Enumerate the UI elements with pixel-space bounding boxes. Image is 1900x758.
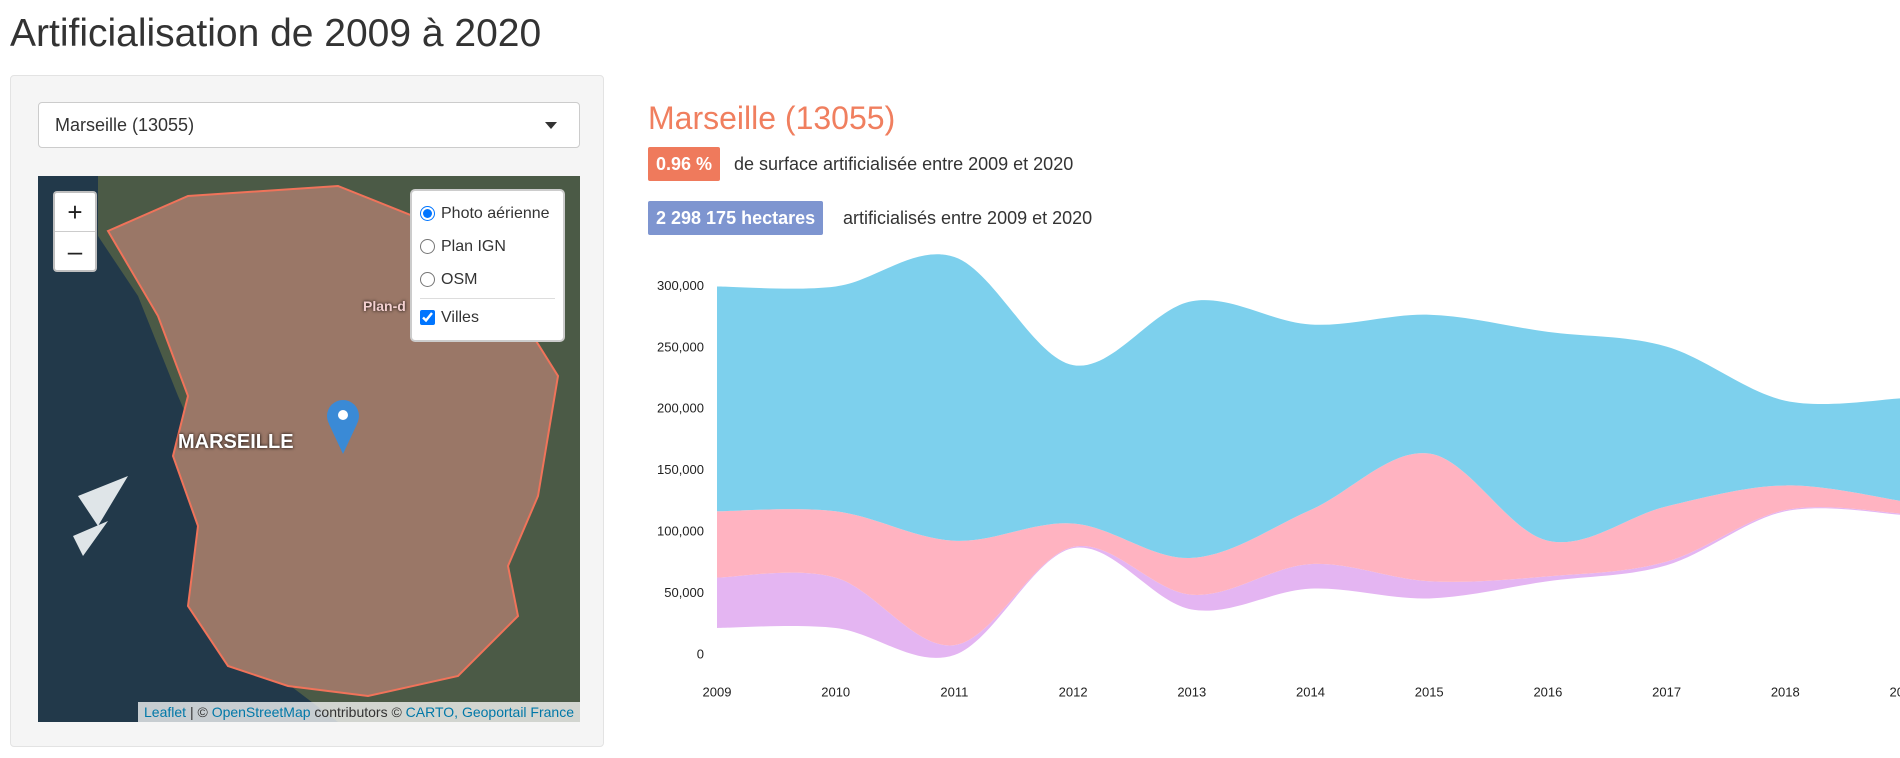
zoom-in[interactable]: + — [67, 197, 83, 227]
y-tick-label: 50,000 — [664, 585, 704, 600]
layer-label: Plan IGN — [441, 237, 506, 255]
overlay-label: Villes — [441, 308, 479, 326]
x-tick-label: 2013 — [1177, 684, 1206, 699]
x-tick-label: 2017 — [1652, 684, 1681, 699]
x-tick-label: 2016 — [1533, 684, 1562, 699]
x-tick-label: 2019 — [1890, 684, 1900, 699]
layer-option[interactable]: Plan IGN — [420, 230, 555, 263]
text: contributors © — [310, 704, 406, 720]
stream-layer — [717, 507, 1900, 658]
rate-badge: 0.96 % — [648, 147, 721, 181]
x-tick-label: 2018 — [1771, 684, 1800, 699]
page-title: Artificialisation de 2009 à 2020 — [10, 12, 542, 55]
rate-text: de surface artificialisée entre 2009 et … — [734, 154, 1074, 174]
link[interactable]: Leaflet — [144, 704, 187, 720]
y-tick-label: 0 — [697, 646, 704, 661]
stream-layer — [717, 453, 1900, 646]
area-badge: 2 298 175 hectares — [648, 201, 824, 235]
link[interactable]: OpenStreetMap — [211, 704, 311, 720]
y-tick-label: 200,000 — [657, 401, 704, 416]
map-label: MARSEILLE — [178, 431, 294, 453]
commune-select[interactable]: Marseille (13055) — [38, 102, 580, 148]
x-tick-label: 2009 — [703, 684, 732, 699]
layer-label: OSM — [441, 270, 478, 288]
text: | © — [186, 704, 212, 720]
zoom-control: + – — [53, 191, 97, 272]
layer-option[interactable]: Photo aérienne — [420, 197, 555, 230]
x-tick-label: 2010 — [821, 684, 850, 699]
link[interactable]: CARTO, Geoportail France — [405, 704, 574, 720]
map[interactable]: MARSEILLE Plan-d + – Photo aérienne Plan… — [38, 176, 580, 722]
area-text: artificialisés entre 2009 et 2020 — [843, 208, 1093, 228]
radio[interactable] — [420, 272, 435, 287]
sidebar: Marseille (13055) MARSEILLE Plan-d + – P… — [10, 75, 604, 747]
x-tick-label: 2011 — [940, 684, 968, 699]
zoom-out[interactable]: – — [55, 231, 95, 270]
layer-option[interactable]: OSM — [420, 263, 555, 296]
radio[interactable] — [420, 206, 435, 221]
x-tick-label: 2015 — [1415, 684, 1444, 699]
y-tick-label: 100,000 — [657, 524, 704, 539]
y-tick-label: 250,000 — [657, 339, 704, 354]
layer-label: Photo aérienne — [441, 204, 550, 222]
layer-control: Photo aérienne Plan IGN OSM Villes — [410, 189, 565, 342]
radio[interactable] — [420, 239, 435, 254]
overlay-option[interactable]: Villes — [420, 301, 555, 334]
stream-layer — [717, 254, 1900, 558]
commune-heading: Marseille (13055) — [648, 100, 896, 136]
map-label: Plan-d — [363, 298, 406, 314]
x-tick-label: 2014 — [1296, 684, 1325, 699]
y-tick-label: 300,000 — [657, 278, 704, 293]
y-tick-label: 150,000 — [657, 462, 704, 477]
attribution: Leaflet | © OpenStreetMap contributors ©… — [138, 702, 580, 722]
x-tick-label: 2012 — [1059, 684, 1088, 699]
checkbox[interactable] — [420, 310, 435, 325]
